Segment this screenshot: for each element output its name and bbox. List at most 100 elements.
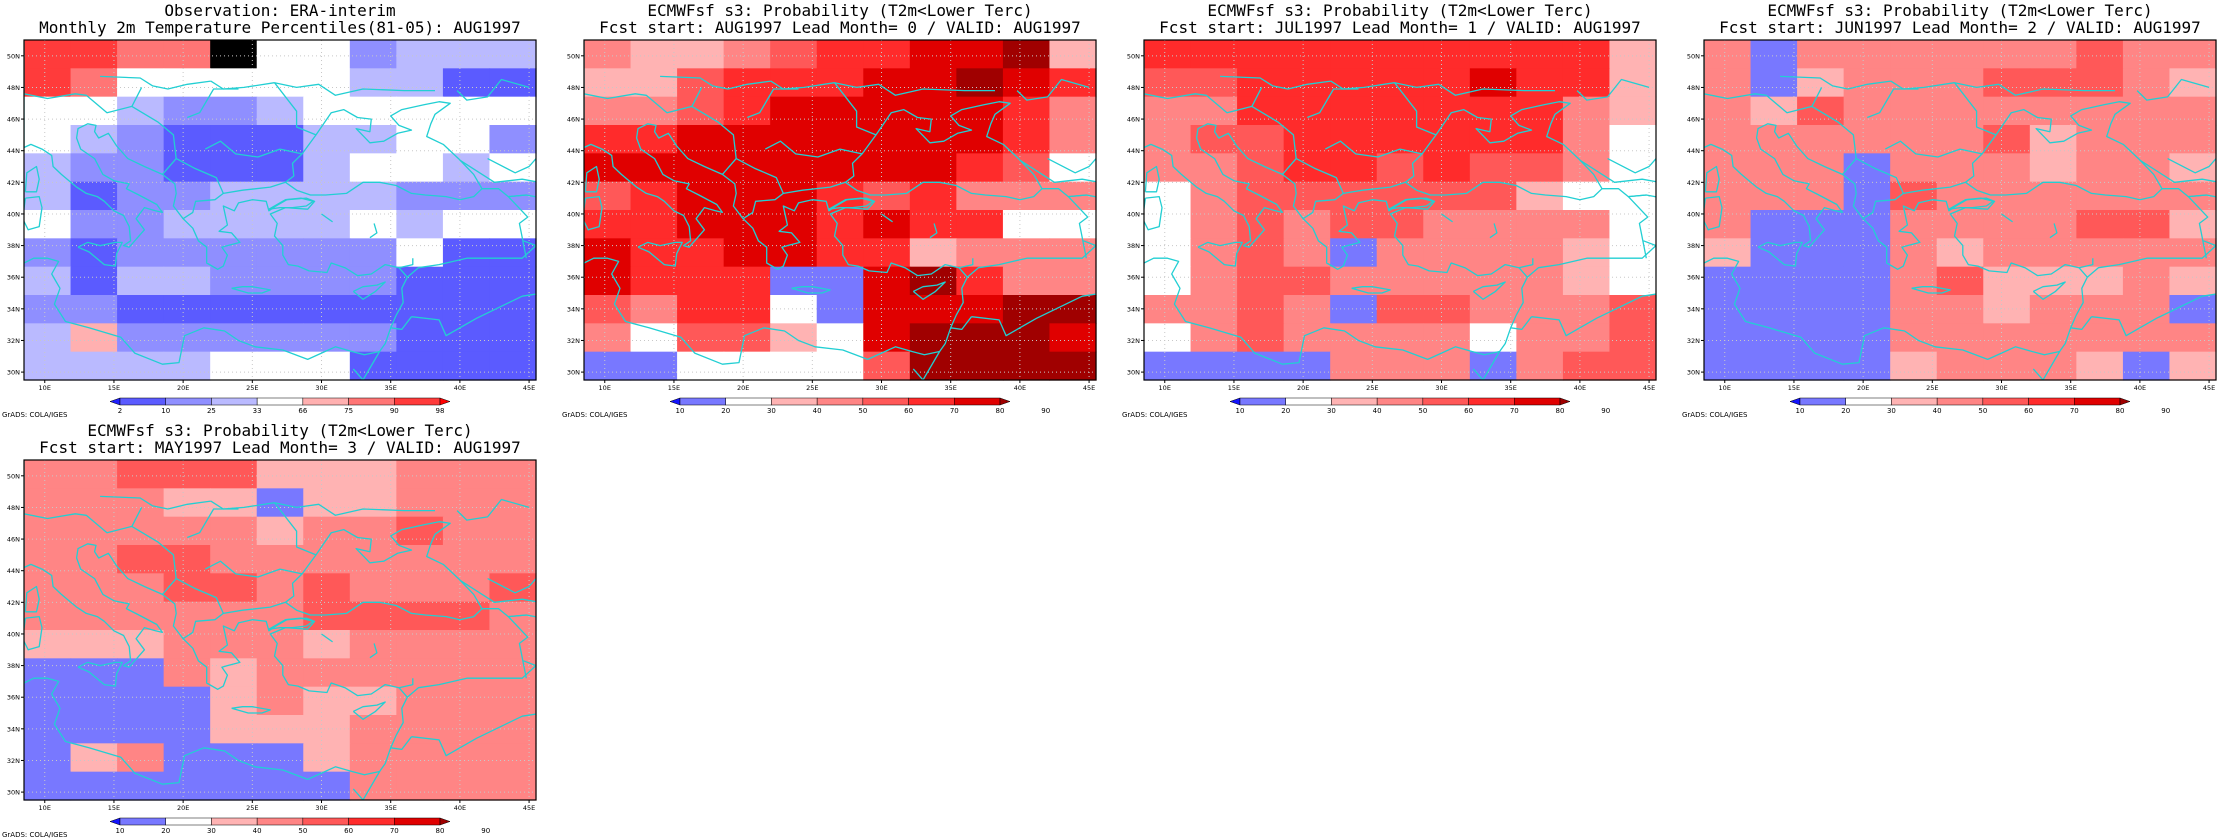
- colorbar-label: 60: [2024, 407, 2033, 415]
- lat-label: 46N: [1127, 116, 1140, 124]
- grid-cell: [1330, 181, 1378, 211]
- graticule: [1704, 40, 2216, 380]
- colorbar: 10 20 30 40 50 60 70 80 90: [109, 817, 490, 835]
- lat-label: 50N: [7, 472, 20, 480]
- lat-label: 48N: [567, 84, 580, 92]
- grid-cell: [70, 351, 118, 381]
- coastline: [24, 195, 43, 231]
- grid-cell: [24, 460, 72, 489]
- grid-cell: [303, 630, 351, 659]
- grid-cell: [1469, 323, 1517, 353]
- grid-cell: [816, 153, 864, 183]
- coastline: [231, 706, 271, 714]
- grid-cell: [256, 210, 304, 239]
- grid-cell: [2122, 96, 2171, 126]
- coastline: [456, 78, 530, 101]
- grid-cell: [816, 68, 864, 98]
- grid-cell: [24, 181, 72, 211]
- coastline: [24, 123, 408, 365]
- colorbar-right-arrow: [1559, 397, 1571, 406]
- colorbar-swatch: [1845, 397, 1892, 406]
- coastline: [1251, 105, 1297, 175]
- coastline: [1388, 197, 1434, 210]
- grid-cell: [303, 295, 351, 324]
- coastline: [24, 165, 40, 193]
- grid-cell: [1890, 210, 1938, 239]
- lat-label: 40N: [1687, 210, 1700, 218]
- grid-cell: [349, 153, 397, 183]
- lat-label: 30N: [7, 789, 20, 797]
- lat-label: 46N: [567, 116, 580, 124]
- grid-cell: [442, 210, 491, 239]
- grid-cell: [723, 295, 771, 324]
- probability-map: 50N 48N 46N 44N 42N 40N 38N 36N 34N 32N 30N 10E 15E 2…: [1127, 39, 1657, 415]
- coastline: [362, 771, 381, 800]
- grid-cell: [1750, 238, 1798, 268]
- coastline: [971, 293, 1096, 337]
- grid-cell: [1469, 96, 1517, 126]
- grid-cell: [163, 96, 211, 126]
- grid-cell: [770, 68, 818, 98]
- colorbar-label: 90: [1041, 407, 1050, 415]
- grid-cell: [1704, 153, 1752, 183]
- lat-label: 44N: [7, 567, 20, 575]
- grid-cell: [1750, 351, 1798, 381]
- colorbar-right-arrow: [439, 397, 451, 406]
- grid-cell: [442, 266, 491, 296]
- grid-cell: [442, 96, 491, 126]
- colorbar-swatch: [394, 397, 441, 406]
- coastlines: [24, 40, 536, 380]
- coastline: [398, 258, 414, 269]
- colorbar-swatch: [862, 397, 909, 406]
- grid-cell: [2076, 323, 2124, 353]
- grid-cell: [1190, 210, 1238, 239]
- lat-label: 30N: [7, 369, 20, 377]
- coastline: [735, 158, 784, 220]
- grid-cell: [816, 351, 864, 381]
- coastline: [456, 498, 530, 521]
- grid-cell: [1704, 125, 1752, 154]
- grid-cell: [1797, 153, 1845, 183]
- lat-label: 48N: [7, 504, 20, 512]
- grid-cell: [396, 573, 444, 603]
- grid-cell: [909, 266, 957, 296]
- grid-cell: [2029, 266, 2077, 296]
- coastline: [390, 736, 413, 751]
- coastline: [2001, 213, 2013, 223]
- grid-cell: [396, 743, 444, 773]
- lat-label: 36N: [1127, 274, 1140, 282]
- grid-cell: [442, 771, 491, 801]
- lon-label: 15E: [108, 804, 120, 812]
- grid-cell: [1049, 295, 1097, 324]
- lat-label: 42N: [7, 179, 20, 187]
- grid-cell: [863, 40, 911, 69]
- grid-cell: [1983, 238, 2031, 268]
- grid-cell: [117, 686, 165, 716]
- colorbar-label: 66: [298, 407, 307, 415]
- lat-label: 30N: [567, 369, 580, 377]
- grid-cell: [1330, 40, 1378, 69]
- coastline: [210, 80, 275, 90]
- coastline: [187, 508, 239, 539]
- grid-cell: [584, 181, 632, 211]
- grid-cell: [1516, 323, 1564, 353]
- lon-label: 20E: [1857, 384, 1869, 392]
- coastline: [369, 223, 378, 239]
- grid-cell: [1936, 181, 1984, 211]
- grid-cell: [630, 323, 678, 353]
- coastline: [523, 240, 536, 247]
- grid-cell: [2029, 96, 2077, 126]
- coastline: [791, 286, 831, 294]
- lon-label: 15E: [108, 384, 120, 392]
- colorbar-left-arrow: [669, 397, 681, 406]
- colorbar-label: 90: [1601, 407, 1610, 415]
- grid-cell: [1376, 351, 1424, 381]
- grid-cell: [256, 351, 304, 381]
- grads-credit: GrADS: COLA/IGES: [2, 831, 68, 839]
- grid-cell: [1562, 181, 1611, 211]
- lon-label: 35E: [385, 804, 397, 812]
- grid-cell: [163, 488, 211, 518]
- grid-cell: [1797, 295, 1845, 324]
- colorbar-swatch: [2028, 397, 2075, 406]
- data-cells: [1704, 40, 2217, 381]
